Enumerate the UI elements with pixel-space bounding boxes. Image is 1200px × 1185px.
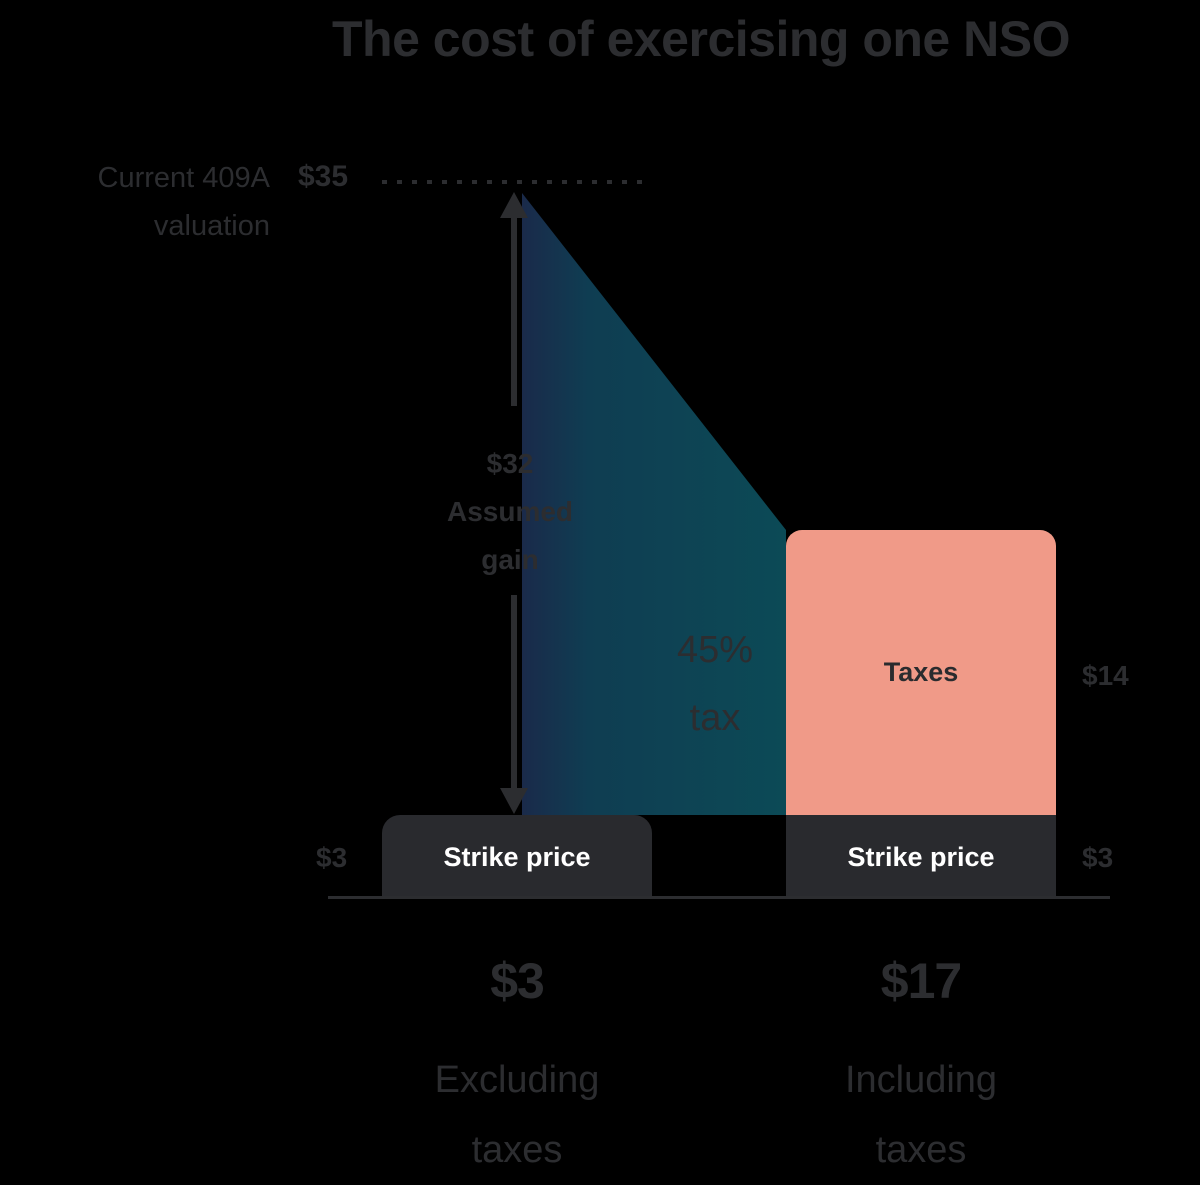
right-total: $17 [880, 953, 962, 1009]
taxes-value: $14 [1082, 660, 1129, 691]
double-arrow-icon [500, 192, 528, 814]
left-total: $3 [490, 953, 545, 1009]
taxes-bar: Taxes [786, 530, 1056, 815]
tax-rate-label: 45% tax [640, 616, 790, 752]
valuation-label-line1: Current 409A [97, 162, 271, 194]
gain-label: $32 Assumed gain [420, 440, 600, 584]
valuation-value: $35 [298, 160, 349, 193]
left-caption-line1: Excluding [434, 1059, 600, 1101]
valuation-dotted-line [382, 180, 652, 184]
valuation-label-line2: valuation [153, 210, 270, 242]
gain-value: $32 [486, 448, 534, 479]
left-caption-line2: taxes [471, 1129, 563, 1171]
left-strike-price-label: Strike price [443, 841, 591, 872]
right-strike-value: $3 [1082, 842, 1114, 873]
right-caption: Including taxes [786, 1045, 1056, 1185]
gain-label-line1: Assumed [446, 496, 574, 527]
left-strike-value: $3 [316, 842, 348, 873]
left-strike-price-bar: Strike price [382, 815, 652, 899]
taxes-bar-label: Taxes [883, 657, 959, 687]
right-strike-price-bar: Strike price [786, 815, 1056, 899]
left-caption: Excluding taxes [382, 1045, 652, 1185]
right-caption-line2: taxes [875, 1129, 967, 1171]
baseline-axis [328, 896, 1110, 899]
tax-rate-text: tax [689, 697, 741, 739]
valuation-label: Current 409A valuation [40, 154, 271, 250]
right-caption-line1: Including [844, 1059, 998, 1101]
gain-label-line2: gain [481, 544, 539, 575]
tax-rate-value: 45% [676, 629, 754, 671]
chart-title: The cost of exercising one NSO [332, 11, 1070, 67]
right-strike-price-label: Strike price [847, 841, 995, 872]
